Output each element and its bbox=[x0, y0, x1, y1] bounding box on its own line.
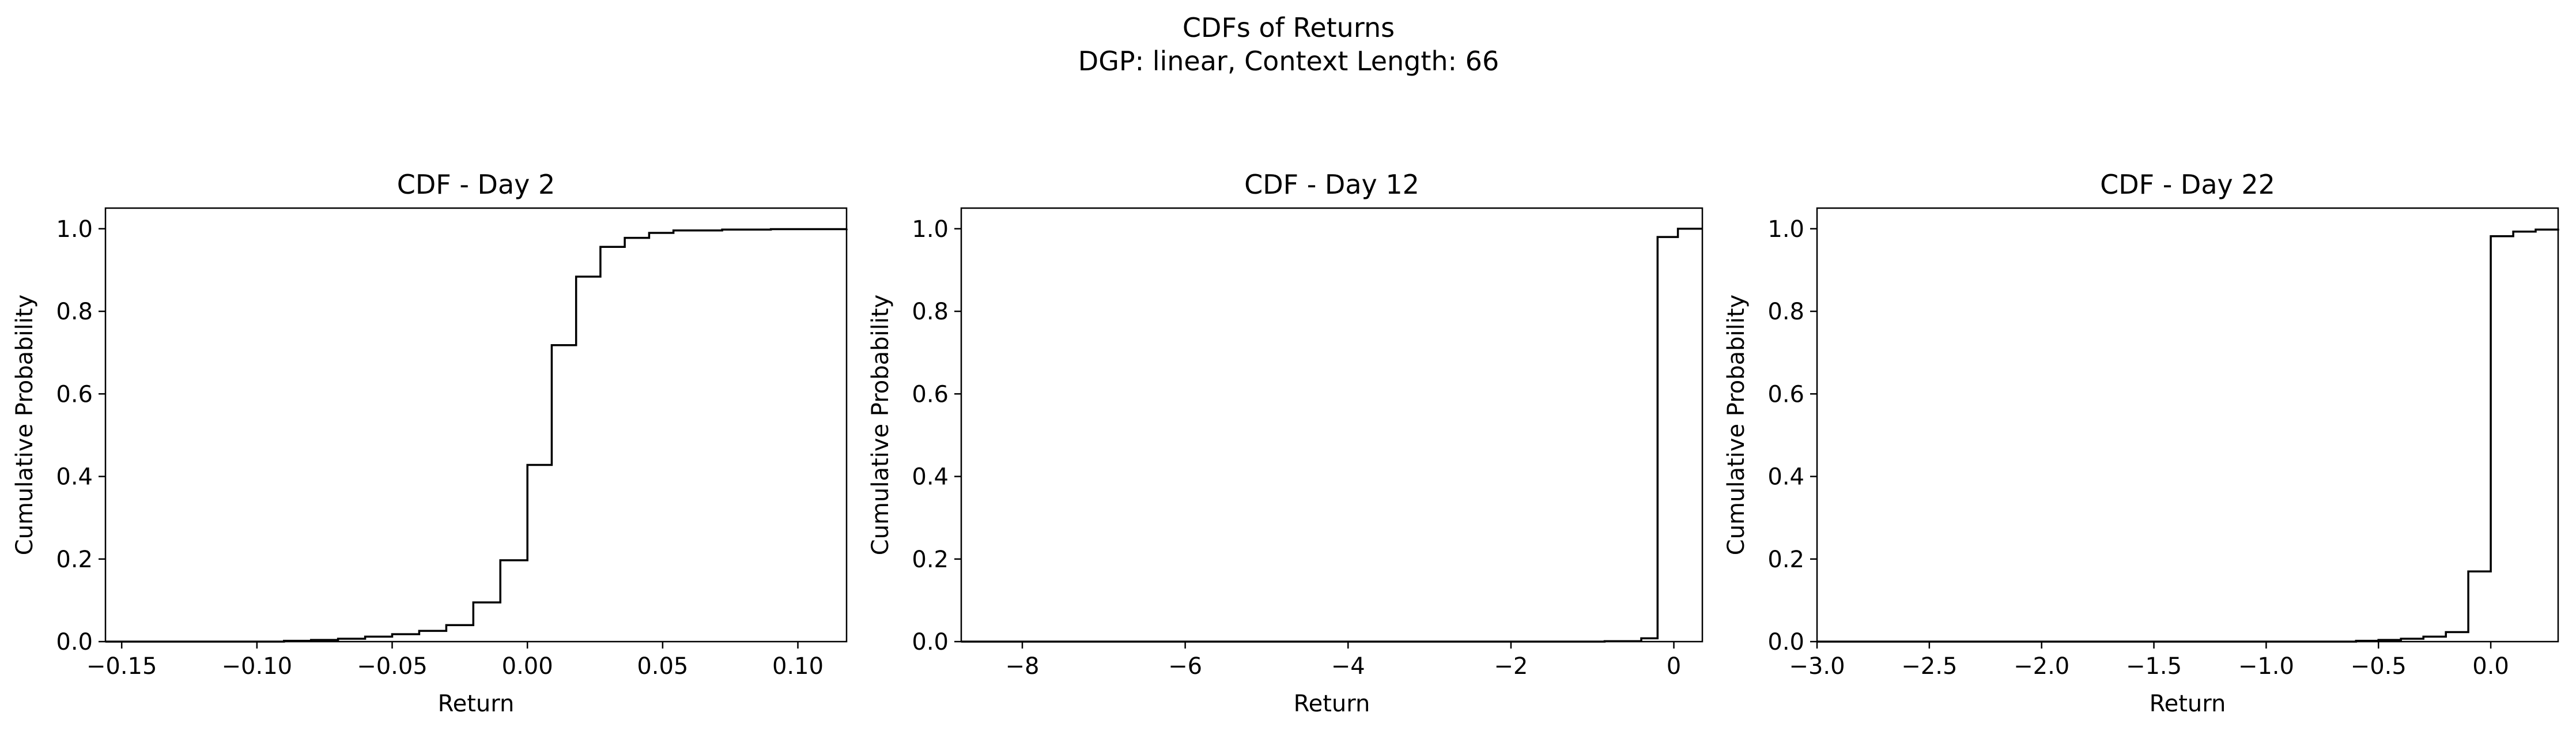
y-tick-label: 0.2 bbox=[1767, 546, 1804, 573]
y-tick-label: 0.8 bbox=[56, 299, 93, 325]
subplot-day-12: CDF - Day 12 −8 −6 −4 −2 0 0.0 0.2 0.4 0.6 0.8 1.0 R… bbox=[867, 169, 1704, 717]
y-tick-label: 0.4 bbox=[912, 464, 949, 491]
x-tick-label: −4 bbox=[1331, 653, 1365, 680]
y-tick-label: 0.0 bbox=[1767, 629, 1804, 655]
axes-frame bbox=[960, 207, 1704, 643]
y-tick-label: 1.0 bbox=[56, 216, 93, 243]
cdf-step-line bbox=[105, 228, 848, 643]
y-tick-label: 1.0 bbox=[912, 216, 949, 243]
x-axis-label: Return bbox=[438, 691, 515, 717]
y-tick-label: 0.8 bbox=[912, 299, 949, 325]
y-tick-label: 0.6 bbox=[56, 381, 93, 408]
x-axis-label: Return bbox=[1294, 691, 1370, 717]
subplot-title: CDF - Day 22 bbox=[2100, 169, 2275, 200]
x-tick-label: −2 bbox=[1494, 653, 1528, 680]
x-tick-label: −0.10 bbox=[222, 653, 293, 680]
y-tick-label: 0.0 bbox=[56, 629, 93, 655]
x-tick-label: 0.05 bbox=[637, 653, 688, 680]
y-tick-label: 0.2 bbox=[56, 546, 93, 573]
y-tick-label: 1.0 bbox=[1767, 216, 1804, 243]
axes-frame bbox=[104, 207, 848, 643]
figure-title: CDFs of Returns bbox=[1183, 12, 1395, 43]
subplot-day-22: CDF - Day 22 −3.0 −2.5 −2.0 −1.5 −1.0 −0.5 0.0 0… bbox=[1723, 169, 2559, 717]
y-tick-label: 0.8 bbox=[1767, 299, 1804, 325]
subplot-title: CDF - Day 2 bbox=[397, 169, 556, 200]
y-axis-label: Cumulative Probability bbox=[12, 295, 38, 555]
x-tick-label: −1.0 bbox=[2238, 653, 2294, 680]
y-axis-label: Cumulative Probability bbox=[867, 295, 894, 555]
x-tick-label: 0.00 bbox=[502, 653, 553, 680]
y-tick-label: 0.6 bbox=[912, 381, 949, 408]
x-tick-label: −0.5 bbox=[2351, 653, 2407, 680]
x-tick-label: −2.5 bbox=[1901, 653, 1957, 680]
axes-frame bbox=[1816, 207, 2559, 643]
x-tick-label: −1.5 bbox=[2126, 653, 2182, 680]
x-axis-label: Return bbox=[2150, 691, 2226, 717]
x-tick-label: −8 bbox=[1006, 653, 1040, 680]
y-tick-label: 0.6 bbox=[1767, 381, 1804, 408]
y-tick-label: 0.4 bbox=[1767, 464, 1804, 491]
y-tick-label: 0.0 bbox=[912, 629, 949, 655]
cdf-step-line bbox=[961, 228, 1702, 643]
y-tick-label: 0.4 bbox=[56, 464, 93, 491]
x-tick-label: −0.05 bbox=[357, 653, 428, 680]
x-tick-label: 0 bbox=[1667, 653, 1681, 680]
figure-subtitle: DGP: linear, Context Length: 66 bbox=[1078, 46, 1499, 77]
subplot-title: CDF - Day 12 bbox=[1244, 169, 1419, 200]
x-tick-label: 0.0 bbox=[2472, 653, 2509, 680]
subplot-day-2: CDF - Day 2 −0.15 −0.10 −0.05 0.00 0.05 0.10 0.… bbox=[12, 169, 848, 717]
x-tick-label: −3.0 bbox=[1789, 653, 1845, 680]
y-axis-label: Cumulative Probability bbox=[1723, 295, 1750, 555]
x-tick-label: −0.15 bbox=[86, 653, 157, 680]
x-tick-label: −2.0 bbox=[2014, 653, 2069, 680]
x-tick-label: 0.10 bbox=[772, 653, 824, 680]
x-tick-label: −6 bbox=[1168, 653, 1202, 680]
y-tick-label: 0.2 bbox=[912, 546, 949, 573]
cdf-step-line bbox=[1817, 228, 2559, 643]
